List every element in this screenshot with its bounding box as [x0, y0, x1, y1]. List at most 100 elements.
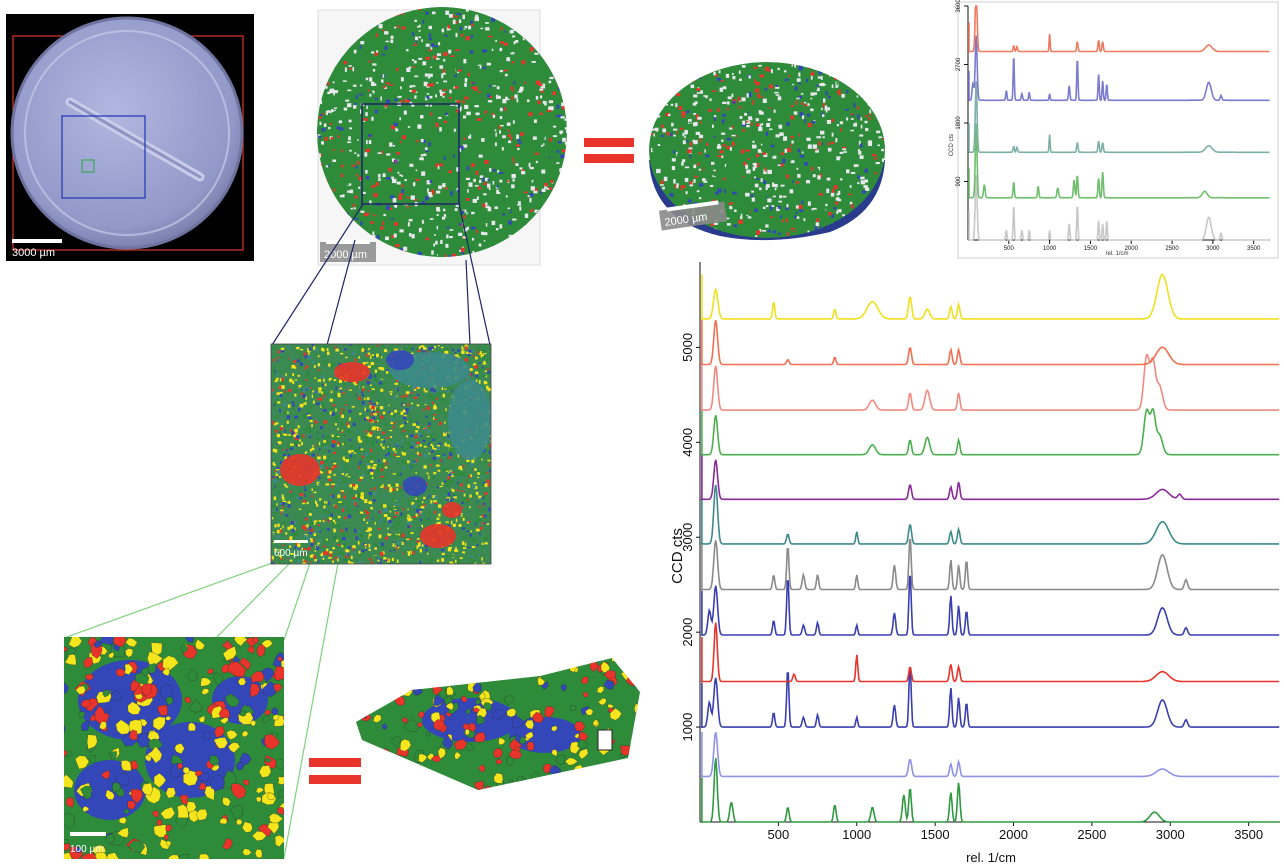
map-2d-particle — [485, 202, 488, 206]
zoom-map-particle — [314, 550, 317, 552]
zoom-map-particle — [342, 479, 346, 484]
map-3d-particle — [853, 115, 858, 119]
zoom-map-particle — [328, 470, 332, 474]
map-3d-particle — [867, 75, 870, 78]
map-2d-particle — [327, 91, 330, 95]
zoom-map-particle — [347, 424, 350, 428]
map-2d-particle — [556, 104, 560, 109]
zoom-map-particle — [273, 358, 276, 362]
zoom-map-particle — [410, 514, 414, 516]
zoom-map-particle — [444, 350, 449, 355]
map-3d-particle — [755, 235, 758, 237]
map-2d-particle — [412, 41, 416, 45]
zoom-map-particle — [321, 556, 323, 560]
map-2d-particle — [499, 107, 503, 112]
zoom-map-particle — [391, 516, 396, 520]
map-3d-particle — [765, 205, 769, 208]
map-3d-particle — [829, 102, 834, 107]
zoom-map-particle — [415, 513, 418, 517]
zoom-map-particle — [479, 526, 483, 530]
map-3d-particle — [732, 100, 736, 104]
map-3d-particle — [649, 66, 653, 69]
map-2d-particle — [367, 134, 372, 137]
zoom-map-particle — [285, 424, 288, 426]
zoom-map-particle — [368, 534, 371, 537]
zoom-map-particle — [411, 347, 414, 350]
map-3d-particle — [714, 235, 716, 238]
map-3d-particle — [669, 66, 675, 70]
zoom-map-particle — [323, 455, 327, 460]
map-3d-particle — [693, 94, 698, 98]
zoom-map-particle — [390, 422, 394, 425]
map-3d-particle — [698, 75, 702, 79]
map-3d-particle — [804, 219, 809, 223]
map-3d-particle — [785, 207, 789, 210]
map-2d-particle — [440, 70, 445, 74]
map-2d-particle — [333, 188, 335, 192]
map-2d-particle — [448, 14, 453, 18]
map-3d-particle — [726, 137, 731, 141]
zoom-map-particle — [409, 516, 411, 518]
map-3d-particle — [868, 229, 873, 232]
map-3d-particle — [675, 183, 679, 186]
detail-map-grain — [106, 852, 120, 859]
map-2d-particle — [396, 181, 401, 185]
map-3d-particle — [816, 136, 821, 139]
zoom-map-particle — [384, 508, 388, 513]
map-2d-particle — [395, 210, 400, 215]
zoom-map-particle — [392, 447, 396, 451]
map-3d-particle — [857, 174, 860, 179]
zoom-map-particle — [418, 503, 422, 507]
map-2d-particle — [486, 141, 491, 144]
zoom-map-particle — [489, 527, 491, 531]
zoom-map-particle — [280, 528, 282, 531]
zoom-map-particle — [449, 471, 452, 475]
map-3d-particle — [802, 115, 805, 120]
zoom-map-particle — [421, 524, 423, 528]
zoom-map-particle — [370, 392, 374, 395]
detail-map-grain — [114, 772, 130, 787]
map-3d-particle — [842, 126, 845, 130]
zoom-map-particle — [451, 520, 453, 525]
map-3d-particle — [776, 147, 779, 151]
map-2d-particle — [423, 153, 427, 156]
zoom-map-particle — [432, 408, 437, 411]
map-2d-particle — [354, 218, 359, 221]
zoom-map-particle — [349, 344, 352, 346]
zoom-map-particle — [347, 476, 351, 478]
zoom-map-particle — [471, 485, 476, 489]
zoom-map-particle — [419, 444, 422, 447]
zoom-map-particle — [340, 538, 343, 542]
map-2d-particle — [371, 116, 374, 121]
map-3d-particle — [774, 175, 777, 178]
map-2d-particle — [457, 69, 462, 72]
map-2d-particle — [412, 135, 417, 140]
map-3d-particle — [869, 76, 872, 80]
map-3d-particle — [729, 127, 733, 130]
zoom-map-particle — [480, 475, 483, 479]
map-3d-particle — [810, 97, 813, 100]
map-3d-particle — [786, 210, 790, 215]
zoom-map-particle — [282, 402, 287, 407]
detail-map-grain — [236, 761, 244, 771]
map-3d-particle — [794, 96, 799, 99]
map-3d-particle — [807, 103, 810, 106]
map-2d-particle — [370, 221, 374, 224]
map-2d-particle — [501, 163, 507, 166]
map-3d-particle — [754, 165, 757, 169]
map-2d-particle — [464, 96, 469, 100]
zoom-map-particle — [416, 499, 420, 503]
map-3d-particle — [875, 114, 880, 117]
zoom-map-particle — [306, 537, 309, 539]
zoom-map-particle — [278, 557, 281, 560]
map-3d-particle — [816, 218, 819, 222]
zoom-map-particle — [317, 454, 319, 458]
map-2d-particle — [385, 109, 390, 112]
zoom-map-particle — [395, 545, 397, 549]
map-2d-particle — [421, 201, 425, 204]
map-3d-particle — [681, 161, 684, 166]
zoom-map-particle — [286, 415, 291, 419]
map-2d-particle — [355, 219, 358, 222]
map-3d-particle — [660, 180, 664, 184]
zoom-map-particle — [479, 497, 482, 501]
